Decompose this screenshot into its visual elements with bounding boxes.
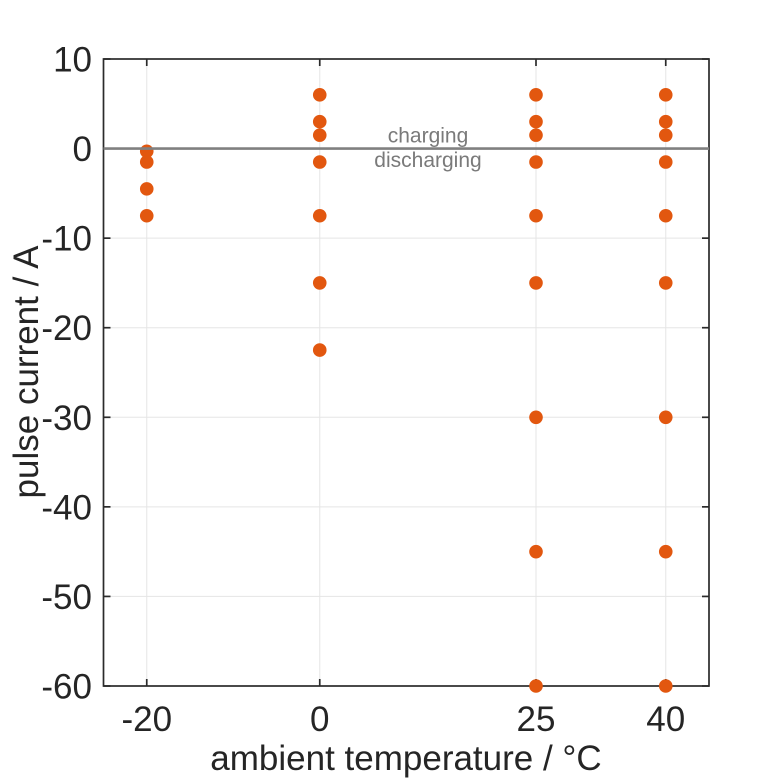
y-tick-label: -40	[41, 488, 92, 527]
y-tick-label: -60	[41, 668, 92, 707]
charging-label: charging	[388, 125, 469, 148]
data-point	[312, 88, 327, 102]
data-point	[658, 679, 673, 693]
data-point	[312, 114, 327, 129]
data-point	[529, 114, 543, 129]
y-tick-label: -30	[41, 399, 92, 438]
data-points	[139, 88, 673, 693]
x-tick-label: 40	[646, 700, 685, 739]
x-axis-label: ambient temperature / °C	[210, 739, 601, 778]
discharging-label: discharging	[374, 149, 481, 172]
plot-border	[102, 58, 710, 687]
data-point	[658, 208, 673, 223]
y-tick-label: -10	[41, 220, 92, 259]
data-point	[312, 128, 327, 142]
y-tick-label: -50	[41, 578, 92, 617]
data-point	[658, 276, 673, 290]
x-tick-label: -20	[121, 700, 172, 739]
data-point	[529, 88, 543, 102]
tick-labels: 10 0 -10 -20 -30 -40 -50 -60 -20 0 25 40	[41, 41, 685, 740]
data-point	[139, 182, 154, 196]
data-point	[139, 208, 154, 223]
data-point	[529, 128, 543, 142]
x-tick-label: 25	[517, 700, 556, 739]
y-tick-label: -20	[41, 309, 92, 348]
data-point	[312, 343, 327, 357]
y-axis-label: pulse current / A	[7, 245, 46, 499]
data-point	[529, 679, 543, 693]
data-point	[529, 276, 543, 290]
y-tick-label: 10	[53, 41, 92, 80]
data-point	[658, 155, 673, 169]
data-point	[658, 128, 673, 142]
x-tick-label: 0	[310, 700, 329, 739]
data-point	[312, 155, 327, 169]
y-tick-label: 0	[73, 130, 92, 169]
data-point	[529, 208, 543, 223]
data-point	[658, 544, 673, 559]
data-point	[658, 88, 673, 102]
data-point	[529, 155, 543, 169]
data-point	[529, 410, 543, 425]
data-point	[658, 114, 673, 129]
data-point	[658, 410, 673, 425]
data-point	[139, 155, 154, 169]
data-point	[312, 208, 327, 223]
data-point	[312, 276, 327, 290]
data-point	[529, 544, 543, 559]
